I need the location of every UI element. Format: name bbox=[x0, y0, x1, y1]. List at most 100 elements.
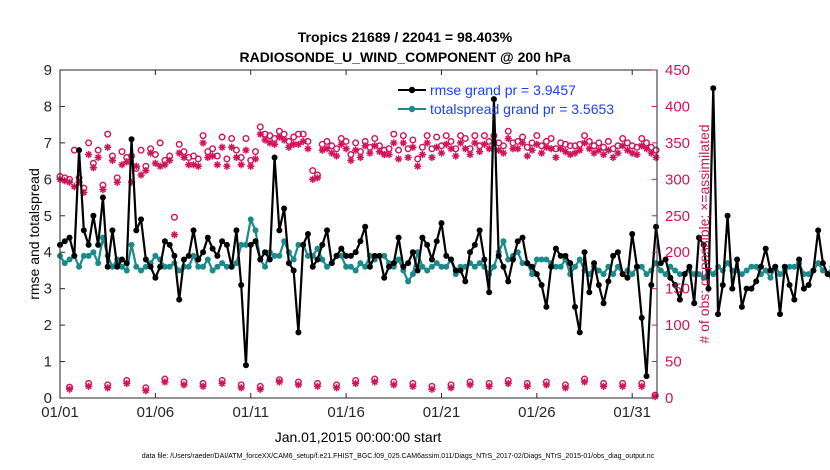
obs-assimilated-stroke bbox=[638, 383, 645, 390]
obs-assimilated-point bbox=[442, 140, 450, 148]
obs-assimilated-point bbox=[409, 143, 417, 151]
y-left-tick-label: 4 bbox=[44, 244, 52, 261]
obs-assimilated-point bbox=[280, 136, 288, 144]
totalspread-series-point bbox=[214, 263, 221, 270]
rmse-series-point bbox=[362, 223, 369, 230]
y-right-tick-label: 450 bbox=[665, 62, 690, 79]
obs-assimilated-stroke bbox=[352, 147, 359, 154]
obs-assimilated-point bbox=[142, 387, 150, 395]
rmse-series-point bbox=[161, 238, 168, 245]
obs-assimilated-point bbox=[466, 150, 474, 159]
totalspread-series-point bbox=[252, 227, 259, 234]
obs-assimilated-point bbox=[390, 381, 398, 389]
obs-assimilated-point bbox=[423, 139, 431, 147]
totalspread-series-point bbox=[676, 271, 683, 278]
rmse-series-point bbox=[343, 252, 350, 259]
y-right-tick-label: 350 bbox=[665, 135, 690, 152]
obs-assimilated-stroke bbox=[514, 145, 521, 152]
rmse-series-point bbox=[185, 252, 192, 259]
rmse-series-point bbox=[257, 256, 264, 263]
rmse-series-point bbox=[467, 249, 474, 256]
rmse-series-point bbox=[791, 296, 798, 303]
obs-assimilated-point bbox=[642, 145, 651, 153]
totalspread-series-point bbox=[638, 263, 645, 270]
obs-assimilated-point bbox=[428, 153, 436, 162]
rmse-series-point bbox=[724, 212, 731, 219]
obs-possible-point bbox=[290, 133, 298, 141]
totalspread-series-point bbox=[786, 263, 793, 270]
obs-assimilated-stroke bbox=[195, 163, 202, 170]
y-left-tick-label: 2 bbox=[44, 317, 52, 334]
obs-assimilated-point bbox=[580, 139, 589, 147]
rmse-series-point bbox=[653, 223, 660, 230]
obs-possible-point bbox=[294, 130, 302, 138]
y-right-tick-label: 300 bbox=[665, 171, 690, 188]
rmse-series-point bbox=[824, 271, 830, 278]
rmse-series-point bbox=[672, 282, 679, 289]
obs-assimilated-stroke bbox=[481, 141, 488, 148]
x-tick-label: 01/31 bbox=[613, 404, 651, 421]
obs-assimilated-stroke bbox=[142, 387, 149, 394]
rmse-series-point bbox=[71, 252, 78, 259]
rmse-series-point bbox=[166, 241, 173, 248]
obs-assimilated-stroke bbox=[347, 157, 354, 164]
rmse-series-point bbox=[171, 252, 178, 259]
rmse-series-point bbox=[433, 238, 440, 245]
totalspread-series-point bbox=[476, 260, 483, 267]
obs-assimilated-stroke bbox=[548, 145, 555, 152]
obs-assimilated-stroke bbox=[524, 152, 531, 160]
obs-possible-point bbox=[418, 143, 426, 151]
rmse-series-point bbox=[371, 252, 378, 259]
totalspread-series-point bbox=[571, 263, 578, 270]
rmse-series-point bbox=[409, 249, 416, 256]
obs-possible-point bbox=[504, 127, 512, 135]
rmse-series-point bbox=[481, 256, 488, 263]
totalspread-series-point bbox=[748, 263, 755, 270]
obs-assimilated-point bbox=[313, 382, 322, 390]
obs-assimilated-point bbox=[180, 153, 188, 162]
rmse-series-point bbox=[762, 245, 769, 252]
obs-assimilated-stroke bbox=[333, 384, 340, 391]
obs-assimilated-point bbox=[285, 143, 293, 151]
totalspread-series-point bbox=[519, 260, 526, 267]
totalspread-series-point bbox=[290, 256, 297, 263]
obs-assimilated-point bbox=[228, 143, 236, 151]
totalspread-series-point bbox=[490, 263, 497, 270]
obs-assimilated-stroke bbox=[591, 150, 598, 157]
obs-assimilated-point bbox=[533, 140, 541, 148]
obs-assimilated-point bbox=[385, 150, 393, 159]
rmse-series-point bbox=[85, 241, 92, 248]
rmse-series-point bbox=[800, 285, 807, 292]
obs-assimilated-stroke bbox=[614, 150, 621, 157]
rmse-series-point bbox=[90, 212, 97, 219]
obs-assimilated-point bbox=[609, 153, 617, 162]
obs-assimilated-point bbox=[294, 381, 303, 389]
obs-assimilated-point bbox=[104, 384, 112, 392]
rmse-series-point bbox=[424, 241, 431, 248]
rmse-series-point bbox=[695, 234, 702, 241]
rmse-series-point bbox=[614, 249, 621, 256]
obs-assimilated-point bbox=[113, 178, 121, 186]
obs-assimilated-stroke bbox=[123, 380, 130, 387]
obs-assimilated-point bbox=[547, 145, 555, 153]
rmse-series-point bbox=[571, 303, 578, 310]
obs-assimilated-stroke bbox=[323, 145, 331, 152]
obs-assimilated-stroke bbox=[486, 145, 493, 152]
rmse-series-point bbox=[700, 241, 707, 248]
obs-possible-point bbox=[156, 139, 164, 147]
totalspread-series-point bbox=[500, 238, 507, 245]
obs-assimilated-point bbox=[256, 130, 264, 138]
totalspread-series-point bbox=[80, 252, 87, 259]
obs-assimilated-stroke bbox=[652, 154, 660, 161]
rmse-series-point bbox=[214, 252, 221, 259]
totalspread-series-point bbox=[262, 263, 269, 270]
obs-assimilated-stroke bbox=[471, 139, 478, 146]
obs-assimilated-point bbox=[418, 150, 426, 159]
rmse-series-point bbox=[247, 241, 254, 248]
obs-assimilated-stroke bbox=[161, 378, 168, 386]
obs-possible-point bbox=[499, 142, 507, 150]
obs-assimilated-stroke bbox=[543, 381, 550, 388]
rmse-series-point bbox=[290, 267, 297, 274]
totalspread-series-point bbox=[805, 271, 812, 278]
obs-assimilated-point bbox=[447, 145, 455, 153]
